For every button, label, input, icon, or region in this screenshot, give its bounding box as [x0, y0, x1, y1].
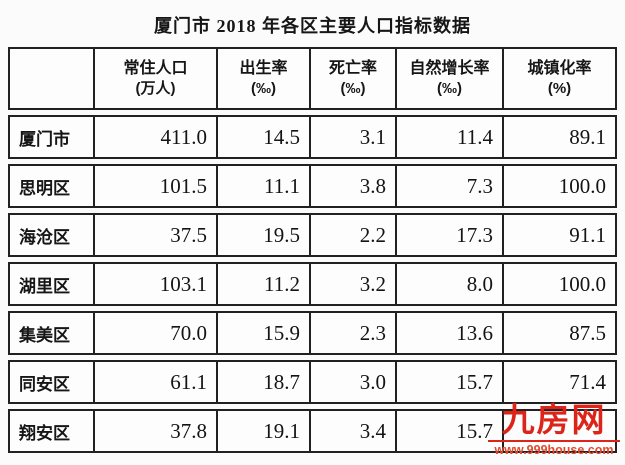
table-row: 湖里区 103.1 11.2 3.2 8.0 100.0: [8, 262, 617, 306]
data-cell: 15.7: [395, 409, 502, 453]
data-cell: 87.5: [502, 311, 617, 355]
data-cell: 89.1: [502, 115, 617, 159]
data-cell: [502, 409, 617, 453]
data-cell: 3.8: [309, 164, 395, 208]
table-row: 厦门市 411.0 14.5 3.1 11.4 89.1: [8, 115, 617, 159]
row-header: 厦门市: [8, 115, 93, 159]
column-unit: (%): [547, 80, 572, 98]
page-title: 厦门市 2018 年各区主要人口指标数据: [154, 16, 471, 36]
row-header: 海沧区: [8, 213, 93, 257]
column-label: 死亡率: [328, 59, 377, 77]
data-cell: 71.4: [502, 360, 617, 404]
population-stats-table: 常住人口 (万人) 出生率 (‰) 死亡率 (‰) 自然增长率 (‰) 城镇化率…: [8, 42, 617, 458]
data-cell: 17.3: [395, 213, 502, 257]
data-cell: 70.0: [93, 311, 216, 355]
data-cell: 15.9: [216, 311, 309, 355]
column-label: 城镇化率: [527, 59, 592, 77]
header-cell-population: 常住人口 (万人): [93, 47, 216, 110]
header-cell-urbanization: 城镇化率 (%): [502, 47, 617, 110]
column-label: 自然增长率: [409, 59, 490, 77]
data-cell: 37.8: [93, 409, 216, 453]
data-cell: 15.7: [395, 360, 502, 404]
table-row: 集美区 70.0 15.9 2.3 13.6 87.5: [8, 311, 617, 355]
header-cell-birth-rate: 出生率 (‰): [216, 47, 309, 110]
row-header: 集美区: [8, 311, 93, 355]
row-header: 湖里区: [8, 262, 93, 306]
data-cell: 7.3: [395, 164, 502, 208]
data-cell: 100.0: [502, 262, 617, 306]
column-unit: (‰): [251, 80, 276, 98]
data-cell: 103.1: [93, 262, 216, 306]
row-header: 翔安区: [8, 409, 93, 453]
data-cell: 61.1: [93, 360, 216, 404]
site-watermark: 九房网 www.999house.com: [488, 403, 620, 457]
header-row: 常住人口 (万人) 出生率 (‰) 死亡率 (‰) 自然增长率 (‰) 城镇化率…: [8, 47, 617, 110]
row-header: 思明区: [8, 164, 93, 208]
data-cell: 18.7: [216, 360, 309, 404]
column-unit: (‰): [340, 80, 366, 98]
row-header: 同安区: [8, 360, 93, 404]
header-cell-natural-growth: 自然增长率 (‰): [395, 47, 502, 110]
data-cell: 3.4: [309, 409, 395, 453]
data-cell: 3.2: [309, 262, 395, 306]
header-cell-blank: [8, 47, 93, 110]
data-cell: 14.5: [216, 115, 309, 159]
data-cell: 11.4: [395, 115, 502, 159]
data-cell: 11.2: [216, 262, 309, 306]
table-row: 思明区 101.5 11.1 3.8 7.3 100.0: [8, 164, 617, 208]
table-row: 翔安区 37.8 19.1 3.4 15.7: [8, 409, 617, 453]
data-cell: 3.1: [309, 115, 395, 159]
data-cell: 411.0: [93, 115, 216, 159]
data-cell: 8.0: [395, 262, 502, 306]
column-unit: (万人): [135, 80, 176, 98]
data-cell: 19.5: [216, 213, 309, 257]
site-url: www.999house.com: [488, 440, 620, 457]
data-cell: 19.1: [216, 409, 309, 453]
data-cell: 37.5: [93, 213, 216, 257]
column-label: 出生率: [239, 59, 288, 77]
data-cell: 3.0: [309, 360, 395, 404]
data-cell: 11.1: [216, 164, 309, 208]
data-cell: 2.2: [309, 213, 395, 257]
data-cell: 101.5: [93, 164, 216, 208]
site-logo: 九房网: [501, 401, 607, 439]
data-cell: 100.0: [502, 164, 617, 208]
data-cell: 91.1: [502, 213, 617, 257]
data-cell: 13.6: [395, 311, 502, 355]
column-label: 常住人口: [123, 59, 188, 77]
table-row: 海沧区 37.5 19.5 2.2 17.3 91.1: [8, 213, 617, 257]
data-cell: 2.3: [309, 311, 395, 355]
table-row: 同安区 61.1 18.7 3.0 15.7 71.4: [8, 360, 617, 404]
column-unit: (‰): [437, 80, 462, 98]
header-cell-death-rate: 死亡率 (‰): [309, 47, 395, 110]
